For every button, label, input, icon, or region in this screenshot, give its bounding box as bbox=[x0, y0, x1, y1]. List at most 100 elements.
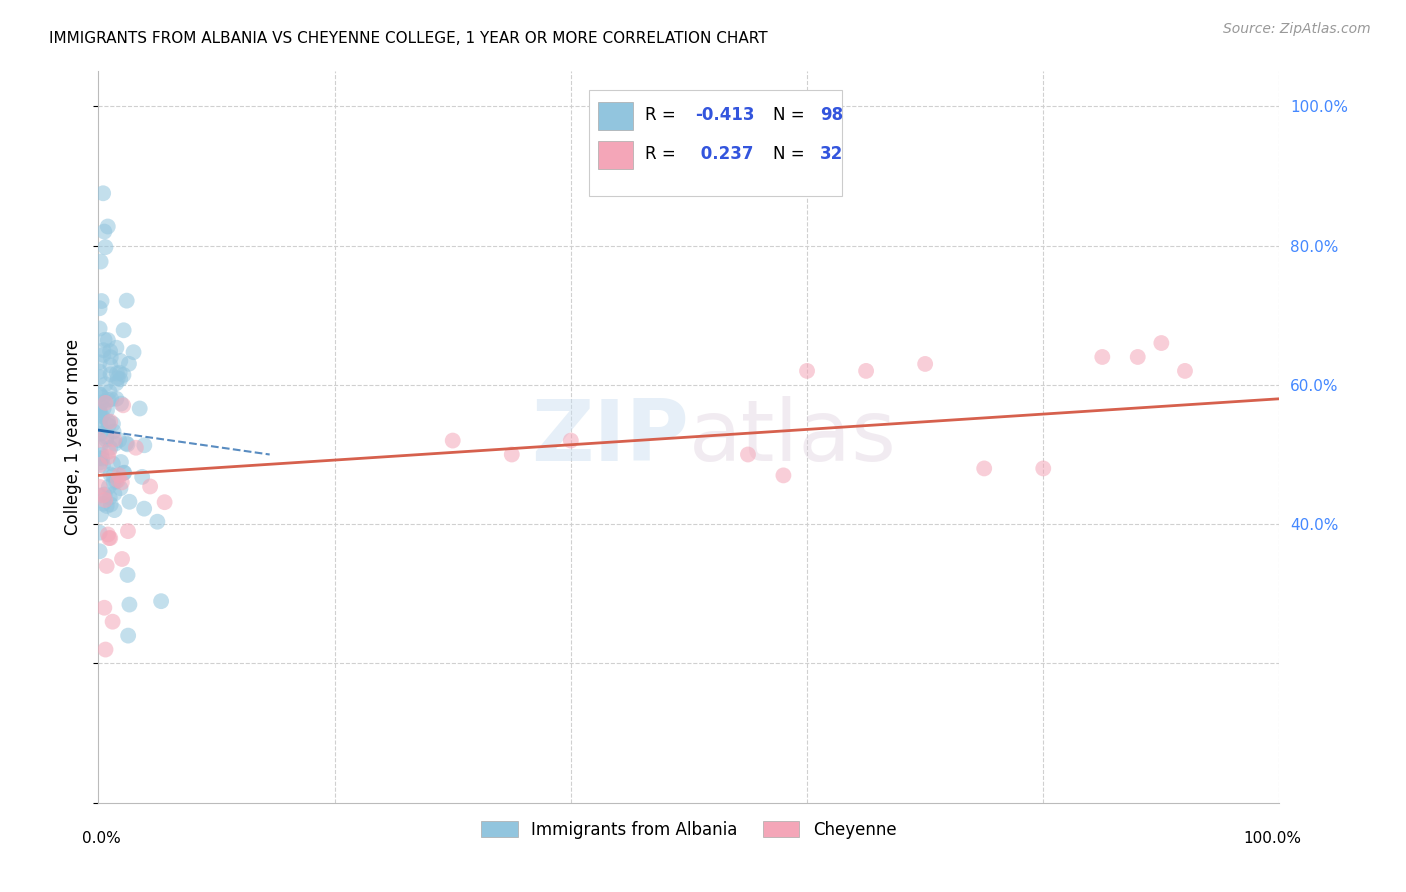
Point bbox=[737, 448, 759, 462]
Point bbox=[111, 552, 134, 566]
Point bbox=[100, 358, 122, 372]
Point bbox=[89, 439, 111, 453]
Point bbox=[89, 387, 111, 401]
Point bbox=[97, 527, 120, 541]
Legend: Immigrants from Albania, Cheyenne: Immigrants from Albania, Cheyenne bbox=[475, 814, 903, 846]
Point bbox=[89, 458, 111, 472]
Point bbox=[89, 403, 111, 417]
Point bbox=[93, 487, 115, 501]
Point bbox=[100, 392, 122, 406]
Point bbox=[117, 437, 139, 451]
Point bbox=[103, 425, 125, 439]
Bar bbox=[598, 102, 634, 130]
Point bbox=[98, 415, 121, 429]
Point bbox=[117, 629, 139, 643]
Point bbox=[128, 401, 150, 416]
Point bbox=[91, 390, 114, 404]
Point bbox=[108, 372, 131, 386]
Point bbox=[103, 468, 125, 483]
Point bbox=[914, 357, 936, 371]
Point bbox=[1174, 364, 1197, 378]
Point bbox=[96, 430, 118, 444]
Point bbox=[94, 493, 117, 508]
Point bbox=[97, 415, 120, 429]
Point bbox=[134, 501, 156, 516]
Point bbox=[855, 364, 877, 378]
Text: R =: R = bbox=[645, 105, 682, 123]
Point bbox=[97, 418, 120, 433]
Point bbox=[94, 240, 117, 254]
Point bbox=[112, 466, 135, 480]
Point bbox=[93, 488, 115, 502]
Text: Source: ZipAtlas.com: Source: ZipAtlas.com bbox=[1223, 22, 1371, 37]
Point bbox=[118, 495, 141, 509]
Point bbox=[91, 458, 114, 473]
Point bbox=[134, 438, 156, 452]
Point bbox=[90, 508, 112, 522]
Point bbox=[117, 568, 139, 582]
Point bbox=[98, 531, 121, 545]
Text: N =: N = bbox=[773, 145, 810, 163]
Point bbox=[91, 348, 114, 362]
Text: N =: N = bbox=[773, 105, 810, 123]
Point bbox=[91, 186, 114, 201]
Point bbox=[131, 470, 153, 484]
Point bbox=[89, 489, 111, 503]
Point bbox=[98, 491, 121, 505]
Point bbox=[94, 433, 117, 447]
Point bbox=[89, 455, 111, 469]
Point bbox=[110, 481, 132, 495]
Point bbox=[89, 426, 111, 441]
Point bbox=[94, 642, 117, 657]
Point bbox=[98, 344, 121, 359]
Point bbox=[111, 475, 134, 490]
Point bbox=[105, 392, 128, 406]
Point bbox=[441, 434, 464, 448]
Point bbox=[93, 225, 115, 239]
Point bbox=[105, 376, 128, 391]
Point bbox=[112, 466, 135, 480]
Point bbox=[96, 499, 118, 513]
Point bbox=[501, 448, 523, 462]
Point bbox=[105, 367, 128, 381]
Point bbox=[91, 409, 114, 424]
Point bbox=[101, 457, 124, 471]
Point bbox=[89, 525, 111, 540]
Point bbox=[150, 594, 173, 608]
Point bbox=[91, 451, 114, 466]
Point bbox=[139, 479, 162, 493]
Point bbox=[105, 475, 128, 489]
Text: atlas: atlas bbox=[689, 395, 897, 479]
Point bbox=[107, 473, 129, 487]
Point bbox=[97, 480, 120, 494]
Point bbox=[101, 615, 124, 629]
Point bbox=[89, 321, 111, 335]
Point bbox=[90, 395, 112, 409]
Point bbox=[108, 468, 131, 483]
Point bbox=[89, 544, 111, 558]
Point bbox=[110, 354, 132, 368]
Point bbox=[112, 398, 135, 412]
Point bbox=[1032, 461, 1054, 475]
Point bbox=[110, 455, 132, 469]
Point bbox=[89, 355, 111, 369]
Text: R =: R = bbox=[645, 145, 682, 163]
Point bbox=[89, 387, 111, 401]
Point bbox=[103, 433, 125, 447]
Point bbox=[104, 436, 127, 450]
Point bbox=[89, 480, 111, 494]
Point bbox=[89, 365, 111, 379]
Point bbox=[90, 254, 112, 268]
Point bbox=[1150, 336, 1173, 351]
Point bbox=[105, 341, 128, 355]
Point bbox=[107, 371, 129, 385]
Point bbox=[125, 441, 148, 455]
Point bbox=[93, 343, 115, 358]
Point bbox=[146, 515, 169, 529]
Point bbox=[90, 420, 112, 434]
Point bbox=[93, 600, 115, 615]
Point bbox=[100, 368, 122, 382]
Point bbox=[94, 396, 117, 410]
Point bbox=[103, 503, 125, 517]
Point bbox=[89, 416, 111, 430]
